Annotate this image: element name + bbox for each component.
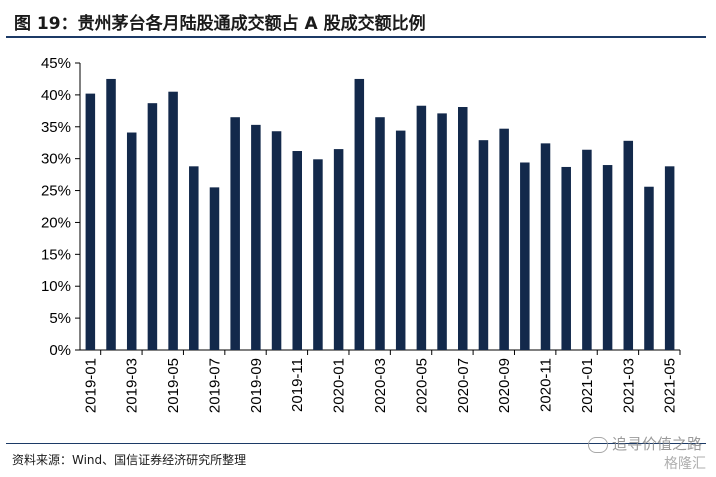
x-tick-label: 2019-05 <box>165 358 182 413</box>
bar <box>126 132 137 350</box>
x-tick-label: 2020-03 <box>372 358 389 413</box>
chart-title: 图 19：贵州茅台各月陆股通成交额占 A 股成交额比例 <box>14 14 426 34</box>
bar <box>395 130 406 350</box>
x-tick-label: 2019-09 <box>248 358 265 413</box>
bar <box>292 151 302 350</box>
y-tick-label: 0% <box>49 342 71 359</box>
bar <box>520 162 530 350</box>
x-tick-label: 2020-05 <box>413 358 430 413</box>
x-tick-label: 2019-11 <box>289 358 306 412</box>
bar <box>354 78 365 350</box>
watermark: 追寻价值之路 <box>587 433 702 454</box>
title-bar: 图 19：贵州茅台各月陆股通成交额占 A 股成交额比例 <box>6 6 706 38</box>
wechat-icon <box>587 436 608 453</box>
y-tick-label: 40% <box>41 87 71 104</box>
bar <box>416 105 427 350</box>
x-tick-label: 2020-07 <box>455 358 472 413</box>
bar <box>85 93 96 350</box>
watermark-brand: 格隆汇 <box>664 456 706 472</box>
bar <box>437 113 447 350</box>
y-tick-label: 5% <box>49 310 71 327</box>
bar <box>375 117 385 350</box>
y-tick-label: 30% <box>41 151 71 168</box>
y-tick-label: 20% <box>41 214 71 231</box>
source-note: 资料来源：Wind、国信证券经济研究所整理 <box>12 453 247 467</box>
y-tick-label: 15% <box>41 246 71 263</box>
bar <box>271 131 282 350</box>
bar <box>168 91 178 350</box>
x-tick-label: 2021-05 <box>662 358 679 413</box>
bar <box>313 159 323 350</box>
bar <box>664 166 675 350</box>
y-tick-label: 35% <box>41 119 71 136</box>
bar <box>561 166 571 350</box>
bar-chart: 0% 5% 10% 15% 20% 25% 30% 35% 40% 45% 2019-01 2019-… <box>41 55 681 413</box>
y-tick-label: 45% <box>41 55 71 72</box>
x-tick-label: 2021-03 <box>620 358 637 413</box>
bar <box>458 107 468 350</box>
x-tick-label: 2019-03 <box>124 358 141 413</box>
watermark-text: 追寻价值之路 <box>611 435 702 453</box>
bar <box>499 128 509 350</box>
bar <box>623 140 634 350</box>
y-tick-label: 25% <box>41 183 71 200</box>
y-tick-label: 10% <box>41 278 71 295</box>
x-tick-label: 2020-11 <box>538 358 555 412</box>
bar <box>147 103 158 351</box>
bar <box>478 140 489 350</box>
bar <box>189 166 199 350</box>
bar <box>230 117 240 350</box>
bar <box>540 143 551 350</box>
bar <box>582 149 592 350</box>
x-tick-label: 2020-01 <box>331 358 348 413</box>
x-tick-label: 2020-09 <box>496 358 513 413</box>
bar <box>106 78 116 350</box>
bar <box>602 165 613 350</box>
x-tick-label: 2019-07 <box>206 358 223 413</box>
bar <box>333 149 344 350</box>
source-divider <box>6 443 706 444</box>
bar <box>251 124 261 350</box>
bar <box>644 186 654 350</box>
x-tick-label: 2019-01 <box>82 358 99 413</box>
bar <box>209 187 220 350</box>
x-tick-label: 2021-01 <box>579 358 596 413</box>
